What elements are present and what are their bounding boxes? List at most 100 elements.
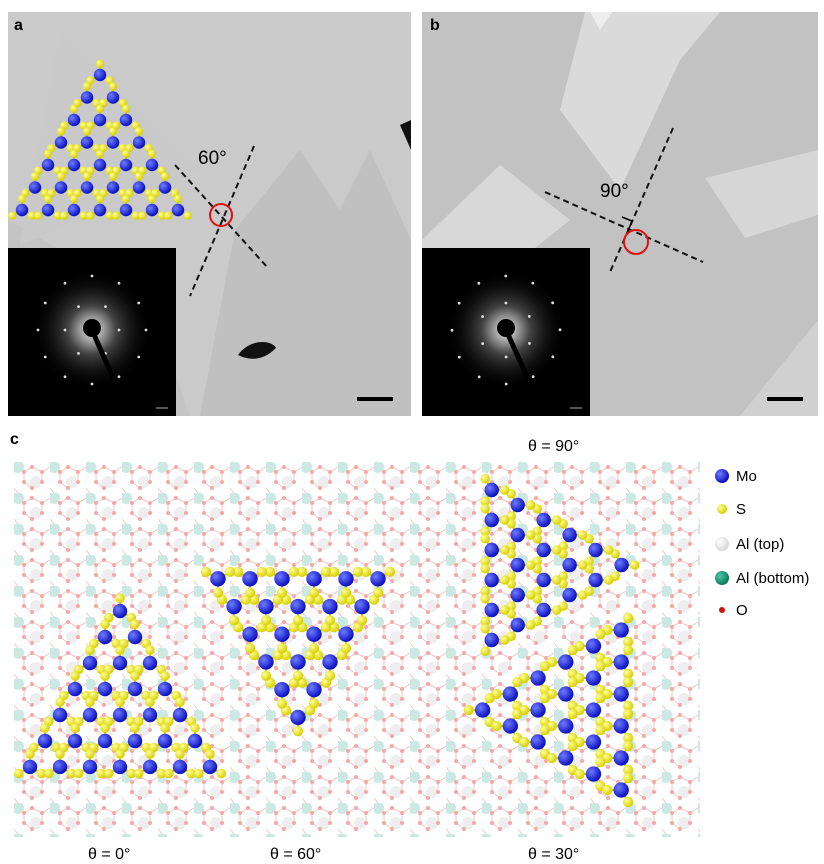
mo-atom bbox=[530, 734, 545, 749]
diffraction-inset bbox=[422, 248, 590, 416]
mo-atom bbox=[562, 528, 576, 542]
diffraction-spot bbox=[458, 302, 461, 305]
mo-atom bbox=[242, 571, 257, 586]
mo-atom bbox=[586, 670, 601, 685]
scale-bar bbox=[357, 397, 393, 401]
diffraction-spot bbox=[477, 282, 480, 285]
s-atom bbox=[134, 769, 144, 779]
s-atom bbox=[115, 645, 125, 655]
s-atom bbox=[552, 545, 562, 555]
mo-atom bbox=[485, 633, 499, 647]
mo-atom bbox=[290, 599, 305, 614]
mo-atom bbox=[128, 734, 142, 748]
mo-atom bbox=[614, 782, 629, 797]
s-atom bbox=[194, 769, 204, 779]
s-atom bbox=[225, 567, 235, 577]
angle-label: 60° bbox=[198, 148, 227, 169]
s-atom bbox=[512, 677, 522, 687]
mo-atom bbox=[173, 760, 187, 774]
panel-label: c bbox=[10, 431, 19, 448]
mo-atom bbox=[354, 599, 369, 614]
s-atom bbox=[385, 567, 395, 577]
s-atom bbox=[293, 671, 303, 681]
s-atom bbox=[540, 693, 550, 703]
s-atom bbox=[100, 671, 110, 681]
s-atom bbox=[357, 615, 367, 625]
mo-atom bbox=[536, 573, 550, 587]
mo-atom bbox=[258, 599, 273, 614]
s-atom bbox=[160, 723, 170, 733]
angle-label: 90° bbox=[600, 181, 629, 202]
s-atom bbox=[289, 567, 299, 577]
s-atom bbox=[325, 671, 335, 681]
s-atom bbox=[122, 195, 130, 203]
mo-atom bbox=[588, 573, 602, 587]
diffraction-spot bbox=[44, 302, 47, 305]
s-atom bbox=[257, 567, 267, 577]
s-atom bbox=[70, 105, 78, 113]
mo-atom bbox=[83, 708, 97, 722]
s-atom bbox=[122, 105, 130, 113]
diffraction-spot bbox=[64, 375, 67, 378]
s-atom bbox=[44, 195, 52, 203]
s-atom bbox=[164, 212, 172, 220]
legend-label: S bbox=[736, 501, 746, 518]
s-atom bbox=[630, 560, 640, 570]
diffraction-spot bbox=[505, 302, 508, 305]
mo-atom bbox=[485, 513, 499, 527]
mo-atom bbox=[588, 543, 602, 557]
s-atom bbox=[261, 615, 271, 625]
s-atom bbox=[60, 212, 68, 220]
s-atom bbox=[500, 575, 510, 585]
s-atom bbox=[261, 671, 271, 681]
s-atom bbox=[309, 588, 319, 598]
mo-atom bbox=[68, 159, 80, 171]
s-atom bbox=[578, 590, 588, 600]
caption: θ = 60° bbox=[270, 846, 321, 863]
mo-atom bbox=[53, 760, 67, 774]
mo-atom bbox=[107, 136, 119, 148]
diffraction-spot bbox=[528, 315, 531, 318]
mo-atom bbox=[510, 498, 524, 512]
s-atom bbox=[100, 723, 110, 733]
diffraction-inset bbox=[8, 248, 176, 416]
mo-atom bbox=[530, 670, 545, 685]
diffraction-spot bbox=[64, 329, 67, 332]
s-atom bbox=[602, 785, 612, 795]
diffraction-spot bbox=[505, 383, 508, 386]
s-atom bbox=[109, 82, 117, 90]
diffraction-spot bbox=[91, 383, 94, 386]
s-atom bbox=[595, 725, 605, 735]
s-atom bbox=[480, 504, 490, 514]
s-atom bbox=[96, 60, 104, 68]
s-atom bbox=[568, 645, 578, 655]
s-atom bbox=[57, 172, 65, 180]
mo-atom bbox=[485, 483, 499, 497]
mo-atom bbox=[475, 702, 490, 717]
s-atom bbox=[519, 737, 529, 747]
s-atom bbox=[500, 545, 510, 555]
mo-atom bbox=[510, 558, 524, 572]
s-atom bbox=[174, 195, 182, 203]
s-atom bbox=[293, 615, 303, 625]
mo-atom bbox=[133, 136, 145, 148]
s-atom bbox=[148, 150, 156, 158]
s-atom bbox=[552, 605, 562, 615]
s-atom bbox=[175, 749, 185, 759]
s-atom bbox=[526, 590, 536, 600]
s-atom bbox=[480, 564, 490, 574]
mo-atom bbox=[306, 571, 321, 586]
s-atom bbox=[115, 749, 125, 759]
s-atom bbox=[216, 769, 226, 779]
mo-atom bbox=[16, 204, 28, 216]
s-atom bbox=[31, 172, 39, 180]
s-atom bbox=[604, 575, 614, 585]
mo-atom bbox=[68, 734, 82, 748]
s-atom bbox=[86, 212, 94, 220]
mo-atom bbox=[614, 654, 629, 669]
s-atom bbox=[148, 195, 156, 203]
s-atom bbox=[623, 677, 633, 687]
mo-atom bbox=[83, 656, 97, 670]
mo-atom bbox=[274, 682, 289, 697]
s-atom bbox=[8, 212, 16, 220]
